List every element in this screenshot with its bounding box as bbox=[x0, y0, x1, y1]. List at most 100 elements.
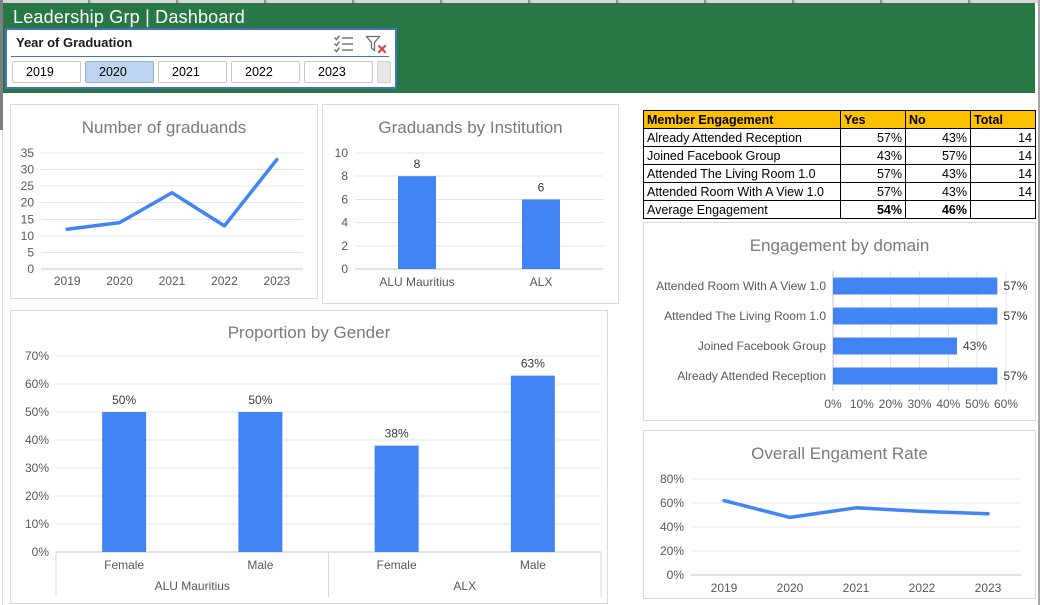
x-tick-label: Female bbox=[377, 558, 417, 572]
data-label: 38% bbox=[385, 427, 409, 441]
table-cell: 43% bbox=[840, 146, 906, 165]
bar bbox=[833, 337, 957, 355]
table-row: Attended Room With A View 1.0 57% 43% 14 bbox=[643, 182, 1036, 201]
bar bbox=[102, 412, 147, 552]
slicer-button-2022[interactable]: 2022 bbox=[231, 61, 300, 83]
x-tick-label: 10% bbox=[850, 397, 874, 411]
slicer-button-2019[interactable]: 2019 bbox=[12, 61, 81, 83]
data-label: 43% bbox=[963, 339, 987, 353]
y-tick-label: 4 bbox=[341, 216, 348, 230]
table-body: Already Attended Reception 57% 43% 14 Joined… bbox=[643, 128, 1036, 219]
engagement_hbar-svg: Engagement by domain 0% 10% 20% 30% 40% 50% 60%… bbox=[656, 236, 1028, 411]
y-tick-label: 60% bbox=[660, 496, 684, 510]
multiselect-icon[interactable] bbox=[333, 34, 355, 54]
slicer-button-2023[interactable]: 2023 bbox=[304, 61, 373, 83]
data-label: 50% bbox=[248, 393, 272, 407]
x-tick-label: 2021 bbox=[843, 581, 870, 595]
table-cell: Average Engagement bbox=[643, 200, 841, 219]
table-cell: 46% bbox=[905, 200, 971, 219]
table-cell: Joined Facebook Group bbox=[643, 146, 841, 165]
year-slicer: Year of Graduation 2019 2020 2021 2022 2023 bbox=[5, 28, 397, 89]
y-tick-label: 35 bbox=[21, 146, 35, 160]
graduands_line-svg: Number of graduands 0 5 10 15 20 25 30 35 2019 202… bbox=[21, 118, 303, 288]
bar bbox=[522, 199, 560, 269]
slicer-button-2021[interactable]: 2021 bbox=[158, 61, 227, 83]
y-tick-label: 0% bbox=[32, 545, 50, 559]
slicer-icons bbox=[333, 34, 387, 54]
table-header-cell: Member Engagement bbox=[643, 110, 841, 129]
y-tick-label: 80% bbox=[660, 472, 684, 486]
table-header-row: Member Engagement Yes No Total bbox=[643, 110, 1036, 129]
table-cell: 14 bbox=[970, 146, 1036, 165]
table-cell: Attended Room With A View 1.0 bbox=[643, 182, 841, 201]
x-tick-label: 0% bbox=[824, 397, 842, 411]
slicer-button-2020[interactable]: 2020 bbox=[85, 61, 154, 83]
chart-number-of-graduands: Number of graduands 0 5 10 15 20 25 30 35 2019 202… bbox=[10, 104, 318, 299]
x-tick-label: 2020 bbox=[106, 274, 133, 288]
y-tick-label: 6 bbox=[341, 192, 348, 206]
right-gridline bbox=[1038, 0, 1040, 605]
row-header-edge bbox=[0, 0, 3, 130]
y-tick-label: 20% bbox=[660, 544, 684, 558]
table-cell bbox=[970, 200, 1036, 219]
chart-overall-engagement-rate: Overall Engament Rate 0% 20% 40% 60% 80% 2019 2… bbox=[643, 430, 1036, 599]
bar bbox=[510, 375, 555, 552]
line-series bbox=[65, 157, 279, 231]
y-tick-label: 70% bbox=[25, 349, 49, 363]
data-label: 57% bbox=[1003, 309, 1027, 323]
bar bbox=[833, 277, 998, 295]
bar bbox=[833, 307, 998, 325]
table-cell: 14 bbox=[970, 128, 1036, 147]
line-series bbox=[722, 498, 990, 520]
y-tick-label: 10% bbox=[25, 517, 49, 531]
bar bbox=[374, 445, 419, 552]
y-tick-label: 40% bbox=[660, 520, 684, 534]
table-row: Attended The Living Room 1.0 57% 43% 14 bbox=[643, 164, 1036, 183]
data-label: 6 bbox=[538, 180, 545, 194]
data-label: 8 bbox=[414, 157, 421, 171]
y-tick-label: 20 bbox=[21, 196, 35, 210]
group-label: ALX bbox=[453, 579, 476, 593]
x-tick-label: ALU Mauritius bbox=[379, 275, 454, 289]
x-tick-label: 2020 bbox=[777, 581, 804, 595]
group-label: ALU Mauritius bbox=[155, 579, 230, 593]
member-engagement-table: Member Engagement Yes No Total Already A… bbox=[643, 110, 1036, 219]
clear-filter-icon[interactable] bbox=[365, 34, 387, 54]
y-tick-label: 0 bbox=[341, 262, 348, 276]
bar bbox=[833, 367, 998, 385]
table-cell: 57% bbox=[905, 146, 971, 165]
y-tick-label: 30% bbox=[25, 461, 49, 475]
left-gridline bbox=[2, 130, 3, 605]
x-tick-label: Female bbox=[104, 558, 144, 572]
column-boundary-ticks bbox=[0, 0, 1040, 3]
category-label: Attended Room With A View 1.0 bbox=[656, 279, 826, 293]
x-tick-label: 2019 bbox=[54, 274, 81, 288]
table-header-cell: Yes bbox=[840, 110, 906, 129]
x-tick-label: 20% bbox=[879, 397, 903, 411]
data-label: 50% bbox=[112, 393, 136, 407]
y-tick-label: 0% bbox=[667, 568, 685, 582]
y-tick-label: 8 bbox=[341, 169, 348, 183]
x-tick-label: 30% bbox=[907, 397, 931, 411]
chart-engagement-by-domain: Engagement by domain 0% 10% 20% 30% 40% 50% 60%… bbox=[643, 222, 1036, 421]
category-label: Joined Facebook Group bbox=[698, 339, 826, 353]
y-tick-label: 60% bbox=[25, 377, 49, 391]
table-cell: 57% bbox=[840, 182, 906, 201]
table-header-cell: Total bbox=[970, 110, 1036, 129]
chart-title: Engagement by domain bbox=[750, 236, 930, 255]
y-tick-label: 0 bbox=[27, 262, 34, 276]
x-tick-label: Male bbox=[247, 558, 273, 572]
chart-title: Graduands by Institution bbox=[378, 118, 562, 137]
y-tick-label: 20% bbox=[25, 489, 49, 503]
x-tick-label: 40% bbox=[936, 397, 960, 411]
x-tick-label: 2023 bbox=[975, 581, 1002, 595]
gender_bar-svg: Proportion by Gender 0% 10% 20% 30% 40% 50% 60%… bbox=[25, 323, 602, 597]
chart-title: Overall Engament Rate bbox=[751, 444, 928, 463]
table-cell: 54% bbox=[840, 200, 906, 219]
y-tick-label: 15 bbox=[21, 212, 35, 226]
table-cell: Already Attended Reception bbox=[643, 128, 841, 147]
slicer-scrollbar[interactable] bbox=[377, 61, 391, 83]
table-header-cell: No bbox=[905, 110, 971, 129]
data-label: 57% bbox=[1003, 369, 1027, 383]
overall_line-svg: Overall Engament Rate 0% 20% 40% 60% 80% 2019 2… bbox=[660, 444, 1021, 595]
